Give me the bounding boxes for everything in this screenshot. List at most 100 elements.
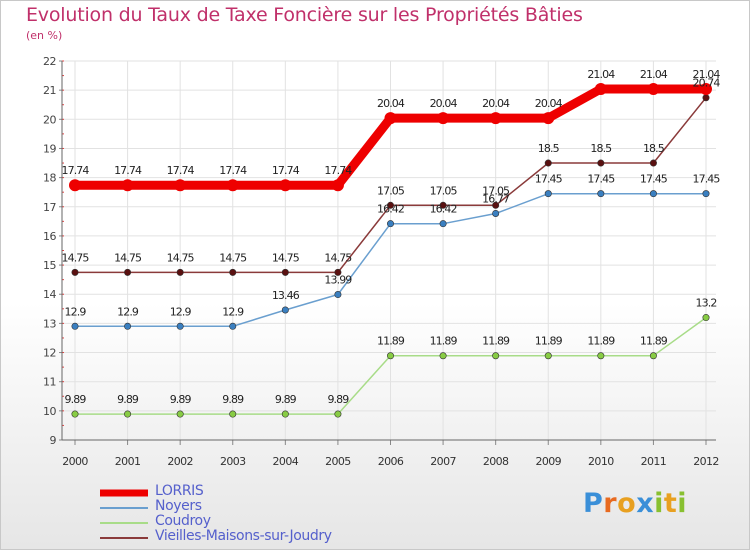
legend-label: Noyers [155, 498, 202, 514]
y-tick-label: 12 [43, 347, 56, 360]
data-point [437, 112, 450, 125]
y-axis-unit-label: (en %) [26, 29, 63, 42]
data-point [597, 159, 605, 167]
data-label: 14.75 [324, 251, 352, 264]
data-point [702, 94, 710, 102]
data-point [229, 268, 237, 276]
data-label: 17.74 [62, 164, 90, 177]
x-tick-label: 2010 [588, 455, 614, 468]
data-point [386, 220, 394, 228]
data-point [594, 82, 607, 95]
data-label: 17.45 [535, 173, 563, 186]
logo-letter: i [654, 488, 664, 519]
y-tick-label: 20 [43, 113, 56, 126]
x-tick-label: 2009 [535, 455, 561, 468]
data-point [71, 268, 79, 276]
data-point [649, 190, 657, 198]
data-label: 13.46 [272, 289, 300, 302]
data-point [334, 291, 342, 299]
data-point [700, 82, 712, 95]
data-label: 9.89 [170, 393, 192, 406]
x-tick-label: 2012 [693, 455, 719, 468]
data-label: 18.5 [643, 142, 665, 155]
data-point [124, 268, 132, 276]
data-label: 17.74 [324, 164, 352, 177]
legend-swatch [100, 506, 148, 509]
data-label: 11.89 [377, 335, 405, 348]
data-label: 17.74 [272, 164, 300, 177]
data-label: 16.42 [377, 203, 404, 216]
logo-letter: x [636, 488, 655, 519]
data-label: 20.74 [693, 77, 721, 90]
data-point [124, 410, 132, 418]
x-tick-label: 2003 [220, 455, 246, 468]
data-point [439, 201, 447, 209]
data-label: 17.05 [482, 184, 510, 197]
data-label: 21.04 [640, 68, 668, 81]
legend-label: Coudroy [155, 513, 211, 529]
y-tick-label: 16 [43, 230, 56, 243]
data-point [649, 352, 657, 360]
data-label: 14.75 [114, 251, 142, 264]
y-tick-label: 22 [43, 55, 56, 68]
data-label: 12.9 [117, 305, 139, 318]
legend-label: Vieilles-Maisons-sur-Joudry [155, 528, 332, 544]
x-tick-label: 2007 [430, 455, 456, 468]
data-label: 17.05 [377, 184, 405, 197]
data-label: 21.04 [587, 68, 615, 81]
data-point [176, 410, 184, 418]
data-point [281, 306, 289, 314]
data-label: 11.89 [640, 335, 668, 348]
data-label: 14.75 [272, 251, 300, 264]
data-point [492, 352, 500, 360]
y-tick-label: 19 [43, 142, 56, 155]
data-label: 17.74 [114, 164, 142, 177]
data-label: 13.99 [324, 274, 352, 287]
y-tick-label: 9 [50, 434, 57, 447]
data-label: 11.89 [482, 335, 510, 348]
x-tick-label: 2001 [115, 455, 141, 468]
data-label: 18.5 [538, 142, 560, 155]
data-label: 17.05 [430, 184, 458, 197]
data-point [597, 190, 605, 198]
data-label: 14.75 [167, 251, 195, 264]
data-point [384, 112, 397, 125]
legend-swatch [100, 521, 148, 524]
data-point [71, 322, 79, 330]
data-point [544, 190, 552, 198]
data-label: 21.04 [693, 68, 721, 81]
data-label: 9.89 [275, 393, 297, 406]
data-point [69, 179, 81, 192]
data-point [542, 112, 555, 125]
data-label: 13.2 [696, 297, 717, 310]
data-point [334, 410, 342, 418]
y-tick-label: 21 [43, 84, 56, 97]
y-tick-label: 17 [43, 201, 56, 214]
data-point [334, 268, 342, 276]
data-label: 18.5 [590, 142, 612, 155]
legend-swatch [100, 489, 148, 496]
data-point [331, 179, 344, 192]
logo-letter: r [603, 488, 618, 519]
data-label: 20.04 [482, 97, 510, 110]
data-label: 11.89 [587, 335, 615, 348]
x-tick-label: 2005 [325, 455, 351, 468]
data-label: 9.89 [65, 393, 87, 406]
logo-letter: i [677, 488, 688, 519]
x-tick-label: 2000 [62, 455, 88, 468]
data-point [439, 352, 447, 360]
data-label: 17.45 [640, 173, 668, 186]
data-point [489, 112, 502, 125]
data-point [702, 190, 710, 198]
data-label: 9.89 [327, 393, 349, 406]
logo-letter: t [663, 488, 678, 519]
y-tick-label: 10 [43, 405, 56, 418]
data-point [439, 220, 447, 228]
data-label: 20.04 [535, 97, 563, 110]
data-point [492, 201, 500, 209]
data-point [174, 179, 187, 192]
data-label: 17.74 [167, 164, 195, 177]
data-point [597, 352, 605, 360]
data-label: 11.89 [430, 335, 458, 348]
